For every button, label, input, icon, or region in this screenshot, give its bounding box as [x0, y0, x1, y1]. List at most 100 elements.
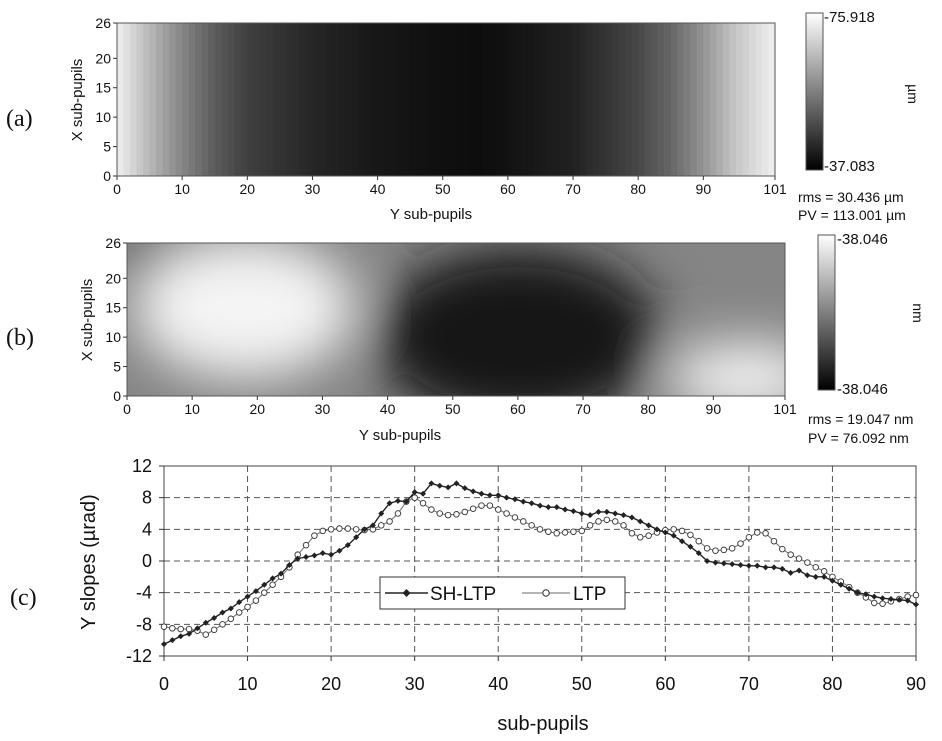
panel-a-x-tick-label: 80	[630, 181, 646, 197]
series-sh-ltp-point	[344, 542, 351, 549]
series-sh-ltp-point	[236, 599, 243, 606]
series-sh-ltp-point	[227, 605, 234, 612]
panel-c-y-tick-label: 8	[142, 488, 152, 508]
panel-a-heatmap-column	[201, 23, 209, 176]
panel-a-heatmap-column	[481, 23, 489, 176]
panel-c-x-tick-label: 90	[906, 674, 926, 694]
series-ltp-point	[728, 545, 736, 552]
series-sh-ltp-point	[528, 500, 535, 507]
panel-a-x-axis-title: Y sub-pupils	[390, 206, 472, 223]
panel-a-heatmap-column	[351, 23, 359, 176]
series-sh-ltp-point	[779, 565, 786, 572]
series-sh-ltp-point	[361, 526, 368, 533]
series-ltp-point	[812, 564, 819, 571]
panel-a-frame	[116, 22, 776, 177]
panel-a-heatmap-column	[416, 23, 424, 176]
panel-a-heatmap-column	[214, 23, 222, 176]
panel-c-y-tick-label: -12	[126, 646, 152, 666]
series-sh-ltp-point	[436, 482, 443, 489]
panel-b-heatmap	[127, 243, 785, 396]
panel-c-x-tick-label: 0	[159, 674, 169, 694]
panel-c-x-axis-title: sub-pupils	[497, 713, 588, 735]
series-ltp-point	[511, 514, 519, 521]
series-sh-ltp-point	[553, 504, 560, 511]
panel-a-colorbar-unit: µm	[905, 84, 921, 104]
series-sh-ltp	[161, 480, 919, 648]
series-ltp-point	[311, 532, 318, 539]
series-sh-ltp-point	[336, 547, 343, 554]
series-sh-ltp-point	[862, 591, 869, 598]
panel-a-heatmap-column	[143, 23, 151, 176]
panel-a: (a) 0 10 20 30 40 50 60 70 80 90 101 0 5 10 15 20 26 Y …	[6, 9, 921, 223]
series-ltp-point	[779, 545, 786, 553]
panel-a-rms: rms = 30.436 µm	[798, 189, 904, 205]
panel-a-heatmap-column	[260, 23, 268, 176]
series-ltp-point	[461, 508, 469, 516]
panel-c-series	[160, 480, 920, 648]
panel-a-heatmap-column	[423, 23, 431, 176]
panel-a-heatmap-column	[716, 23, 724, 176]
series-sh-ltp-point	[913, 601, 919, 608]
panel-b-heatmap-low-region	[127, 243, 167, 267]
panel-a-heatmap-column	[208, 23, 216, 176]
series-sh-ltp-point	[578, 510, 585, 517]
series-ltp-point	[536, 526, 544, 533]
series-sh-ltp-point	[770, 564, 777, 571]
series-sh-ltp-point	[687, 543, 694, 550]
panel-c-x-tick-label: 10	[238, 674, 258, 694]
series-ltp-point	[411, 494, 418, 501]
series-sh-ltp-point	[896, 596, 903, 603]
panel-a-heatmap-column	[468, 23, 476, 176]
panel-b-x-tick-label: 70	[575, 401, 591, 417]
panel-a-heatmap-column	[162, 23, 170, 176]
panel-a-y-tick-label: 15	[95, 80, 111, 96]
series-sh-ltp-point	[420, 490, 427, 497]
panel-a-heatmap-column	[286, 23, 294, 176]
series-sh-ltp-point	[804, 572, 811, 579]
series-ltp-point	[494, 506, 502, 513]
series-sh-ltp-point	[328, 551, 335, 558]
panel-a-heatmap-column	[429, 23, 437, 176]
panel-a-y-tick-label: 26	[95, 15, 111, 31]
series-sh-ltp-point	[386, 500, 393, 507]
panel-b-pv: PV = 76.092 nm	[808, 430, 909, 446]
series-ltp-point	[645, 532, 652, 539]
series-ltp-point	[770, 537, 778, 545]
panel-b-colorbar: -38.046 -38.046 nm	[817, 231, 926, 398]
panel-a-heatmap-column	[345, 23, 353, 176]
series-sh-ltp-point	[695, 550, 702, 557]
series-ltp-point	[394, 510, 402, 517]
series-ltp-point	[177, 625, 184, 633]
series-sh-ltp-point	[570, 508, 577, 515]
panel-a-heatmap-column	[273, 23, 281, 176]
panel-a-colorbar-min: -37.083	[824, 158, 875, 175]
series-ltp-point	[302, 541, 310, 549]
series-ltp-point	[804, 559, 811, 566]
series-ltp	[160, 494, 920, 638]
panel-b: (b) 0 10 20 30 40 50 60 70 80 90 101 0 5 10 15 20 26 Y …	[6, 231, 926, 446]
series-ltp-point	[545, 528, 552, 535]
series-sh-ltp-point	[637, 518, 644, 525]
series-sh-ltp-point	[177, 633, 184, 640]
panel-c-x-tick-label: 60	[655, 674, 675, 694]
panel-c-y-axis-title: Y slopes (µrad)	[78, 494, 100, 630]
panel-b-label: (b)	[6, 325, 34, 351]
series-sh-ltp-point	[679, 538, 686, 545]
series-ltp-point	[620, 522, 627, 529]
series-sh-ltp-point	[161, 641, 167, 648]
panel-a-heatmap	[117, 23, 776, 176]
series-sh-ltp-point	[319, 550, 326, 557]
panel-b-heatmap-low-region	[374, 248, 662, 396]
panel-a-heatmap-column	[742, 23, 750, 176]
series-sh-ltp-point	[194, 625, 201, 632]
series-ltp-point	[352, 526, 360, 533]
panel-a-heatmap-column	[722, 23, 730, 176]
series-sh-ltp-point	[537, 502, 543, 509]
panel-a-heatmap-column	[358, 23, 366, 176]
panel-a-heatmap-column	[683, 23, 691, 176]
panel-a-heatmap-column	[520, 23, 529, 176]
panel-a-heatmap-column	[338, 23, 346, 176]
panel-b-x-tick-label: 50	[445, 401, 461, 417]
panel-a-heatmap-column	[677, 23, 685, 176]
